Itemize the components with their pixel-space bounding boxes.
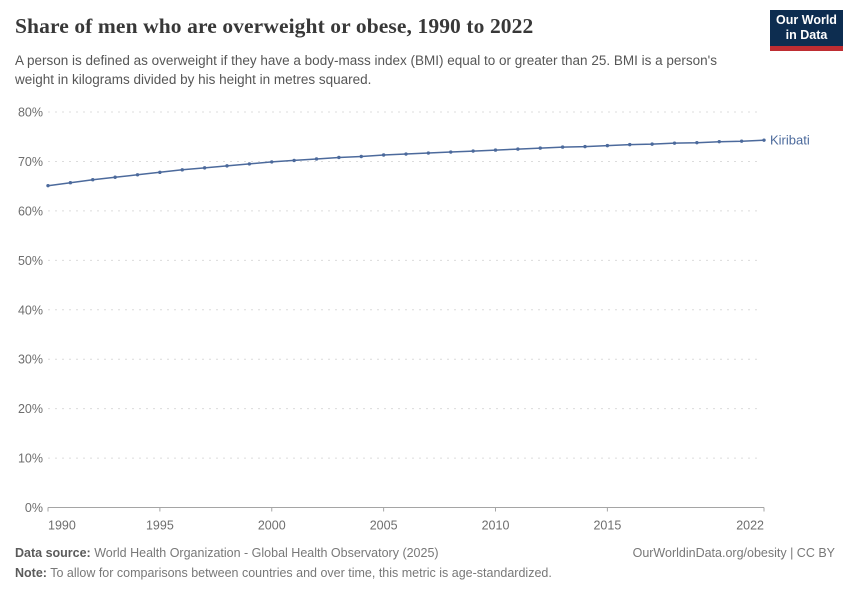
data-point-1990[interactable] <box>46 183 50 188</box>
y-tick-label-60: 60% <box>18 204 43 218</box>
data-point-2022[interactable] <box>762 138 766 142</box>
chart-line-kiribati[interactable] <box>47 139 765 187</box>
data-point-2013[interactable] <box>560 145 565 149</box>
y-tick-label-70: 70% <box>18 155 43 169</box>
y-tick-label-10: 10% <box>18 452 43 466</box>
data-point-2006[interactable] <box>404 152 408 156</box>
x-tick-label-2005: 2005 <box>370 519 398 533</box>
y-tick-label-80: 80% <box>18 106 43 120</box>
data-point-2010[interactable] <box>493 148 498 152</box>
data-point-2014[interactable] <box>583 144 587 149</box>
data-point-2019[interactable] <box>695 140 699 145</box>
data-point-2015[interactable] <box>605 143 610 148</box>
chart-subtitle: A person is defined as overweight if the… <box>15 53 717 87</box>
data-source-label: Data source: <box>15 546 91 560</box>
data-point-2009[interactable] <box>471 149 475 153</box>
y-tick-label-0: 0% <box>25 501 43 515</box>
data-point-2000[interactable] <box>270 160 274 164</box>
data-point-2012[interactable] <box>538 146 542 150</box>
note-label: Note: <box>15 566 47 580</box>
data-point-1992[interactable] <box>91 178 95 182</box>
line-chart[interactable]: 0% 10% 20% 30% 40% 50% 60% 70% 80% 1990 1995 2000 20… <box>0 95 850 545</box>
footer-note: Note: To allow for comparisons between c… <box>15 566 835 580</box>
data-point-2020[interactable] <box>717 139 721 144</box>
data-point-2007[interactable] <box>426 151 431 155</box>
series-label-kiribati[interactable]: Kiribati <box>770 133 810 148</box>
owid-logo[interactable]: Our World in Data <box>770 10 843 51</box>
data-source-text: World Health Organization - Global Healt… <box>90 546 439 560</box>
x-tick-label-2000: 2000 <box>258 519 286 533</box>
data-point-2008[interactable] <box>449 150 453 154</box>
data-point-2003[interactable] <box>337 155 341 160</box>
note-text: To allow for comparisons between countri… <box>46 566 552 580</box>
x-tick-label-1995: 1995 <box>146 519 174 533</box>
data-point-2002[interactable] <box>314 157 319 161</box>
data-point-1991[interactable] <box>68 180 73 185</box>
y-tick-label-50: 50% <box>18 254 43 268</box>
y-tick-label-40: 40% <box>18 303 43 317</box>
x-tick-label-2010: 2010 <box>482 519 510 533</box>
x-tick-label-2022: 2022 <box>736 519 764 533</box>
data-point-2017[interactable] <box>650 142 654 146</box>
x-tick-label-1990: 1990 <box>48 519 76 533</box>
data-point-2004[interactable] <box>359 154 363 159</box>
chart-title: Share of men who are overweight or obese… <box>15 14 534 38</box>
footer-sources-row: Data source: World Health Organization -… <box>15 546 835 560</box>
owid-link[interactable]: OurWorldinData.org/obesity | CC BY <box>632 546 835 560</box>
data-point-1995[interactable] <box>158 170 162 175</box>
data-point-2016[interactable] <box>628 142 632 147</box>
x-tick-label-2015: 2015 <box>593 519 621 533</box>
data-point-2005[interactable] <box>381 153 386 157</box>
data-source: Data source: World Health Organization -… <box>15 546 439 560</box>
y-tick-label-20: 20% <box>18 402 43 416</box>
data-point-1994[interactable] <box>135 173 140 177</box>
data-point-2011[interactable] <box>516 147 520 151</box>
data-point-2021[interactable] <box>739 139 744 143</box>
owid-logo-line1: Our World <box>776 12 837 27</box>
y-tick-label-30: 30% <box>18 353 43 367</box>
data-point-2001[interactable] <box>292 158 296 163</box>
data-point-1999[interactable] <box>247 162 252 166</box>
data-point-1997[interactable] <box>202 166 207 170</box>
data-point-1993[interactable] <box>113 175 117 179</box>
data-point-2018[interactable] <box>672 141 677 145</box>
data-point-1998[interactable] <box>225 164 229 168</box>
owid-logo-line2: in Data <box>785 28 828 42</box>
data-point-1996[interactable] <box>180 168 184 172</box>
